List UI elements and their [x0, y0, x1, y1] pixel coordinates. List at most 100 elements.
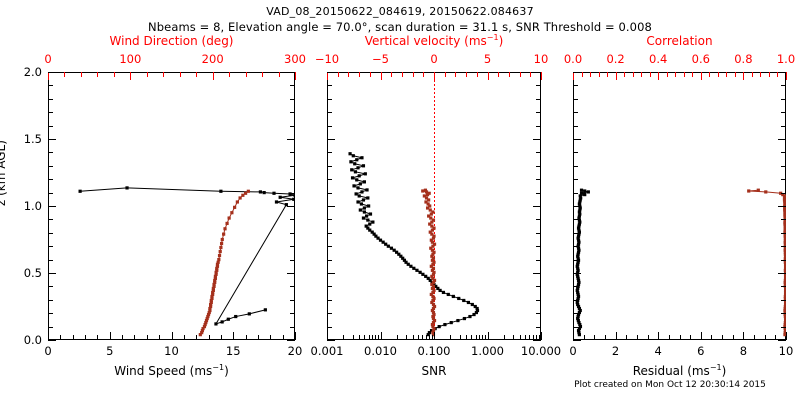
- y-minor-tick: [48, 313, 53, 315]
- y-tick-right: [533, 340, 541, 341]
- y-tick-right: [778, 273, 786, 274]
- y-tick-left: [327, 273, 335, 274]
- x-minor-tick-top: [196, 72, 198, 77]
- x-minor-tick-bottom: [466, 335, 468, 340]
- y-minor-tick: [48, 232, 53, 234]
- y-tick-right: [287, 273, 295, 274]
- y-minor-tick: [573, 232, 578, 234]
- y-axis-label: z (km AGL): [0, 140, 8, 206]
- x-minor-tick-bottom: [97, 335, 99, 340]
- x-tick-bottom: [48, 332, 49, 340]
- y-minor-tick: [290, 85, 295, 87]
- y-minor-tick: [48, 165, 53, 167]
- x-minor-tick-bottom: [352, 335, 354, 340]
- y-minor-tick: [48, 85, 53, 87]
- y-minor-tick: [573, 152, 578, 154]
- y-minor-tick: [290, 219, 295, 221]
- x-tick-label-bottom: 0: [44, 344, 52, 358]
- y-minor-tick: [781, 219, 786, 221]
- x-tick-label-top: 0.4: [649, 52, 668, 66]
- x-tick-label-bottom: 6: [697, 344, 705, 358]
- y-tick-left: [327, 340, 335, 341]
- series-layer: [575, 188, 786, 337]
- y-tick-left: [327, 206, 335, 207]
- plot-area: [573, 72, 786, 340]
- y-minor-tick: [536, 259, 541, 261]
- y-minor-tick: [327, 259, 332, 261]
- y-minor-tick: [573, 85, 578, 87]
- x-minor-tick-top: [508, 72, 510, 77]
- x-minor-tick-top: [337, 72, 339, 77]
- x-minor-tick-top: [675, 72, 677, 77]
- x-tick-label-bottom: 0: [569, 344, 577, 358]
- x-minor-tick-top: [64, 72, 66, 77]
- y-minor-tick: [327, 112, 332, 114]
- y-minor-tick: [573, 192, 578, 194]
- y-minor-tick: [290, 286, 295, 288]
- y-minor-tick: [290, 246, 295, 248]
- x-tick-label-bottom: 0.100: [417, 344, 451, 358]
- x-minor-tick-bottom: [85, 335, 87, 340]
- x-minor-tick-bottom: [270, 335, 272, 340]
- y-tick-right: [533, 72, 541, 73]
- x-tick-label-top: 0.8: [734, 52, 753, 66]
- y-minor-tick: [781, 299, 786, 301]
- x-minor-tick-top: [179, 72, 181, 77]
- x-minor-tick-bottom: [406, 335, 408, 340]
- x-minor-tick-top: [519, 72, 521, 77]
- data-series-wind-speed: [78, 186, 295, 326]
- x-minor-tick-bottom: [711, 335, 713, 340]
- y-tick-label: 2.0: [23, 65, 42, 79]
- y-minor-tick: [48, 179, 53, 181]
- y-tick-left: [48, 273, 56, 274]
- x-tick-bottom: [380, 332, 382, 340]
- x-minor-tick-top: [229, 72, 231, 77]
- y-minor-tick: [48, 152, 53, 154]
- x-minor-tick-bottom: [679, 335, 681, 340]
- y-minor-tick: [290, 165, 295, 167]
- x-tick-top: [380, 72, 382, 80]
- y-tick-left: [573, 340, 581, 341]
- y-tick-right: [287, 72, 295, 73]
- x-tick-label-top: −5: [372, 52, 389, 66]
- x-tick-bottom: [573, 332, 574, 340]
- y-minor-tick: [290, 299, 295, 301]
- y-minor-tick: [781, 259, 786, 261]
- y-minor-tick: [536, 286, 541, 288]
- x-tick-label-top: 0: [44, 52, 52, 66]
- y-minor-tick: [48, 98, 53, 100]
- series-layer: [78, 186, 295, 337]
- x-minor-tick-top: [423, 72, 425, 77]
- x-minor-tick-top: [412, 72, 414, 77]
- x-tick-label-top: 10: [533, 52, 549, 66]
- x-tick-label-bottom: 5: [106, 344, 114, 358]
- x-tick-top: [295, 72, 296, 80]
- x-minor-tick-top: [391, 72, 393, 77]
- x-minor-tick-top: [498, 72, 500, 77]
- y-minor-tick: [327, 179, 332, 181]
- y-minor-tick: [573, 98, 578, 100]
- x-minor-tick-top: [598, 72, 600, 77]
- x-tick-top: [541, 72, 542, 80]
- y-minor-tick: [290, 326, 295, 328]
- y-minor-tick: [781, 232, 786, 234]
- y-minor-tick: [536, 165, 541, 167]
- y-minor-tick: [48, 259, 53, 261]
- x-minor-tick-top: [624, 72, 626, 77]
- x-minor-tick-top: [278, 72, 280, 77]
- x-minor-tick-bottom: [196, 335, 198, 340]
- y-minor-tick: [573, 219, 578, 221]
- x-tick-bottom: [786, 332, 787, 340]
- x-minor-tick-top: [649, 72, 651, 77]
- x-minor-tick-bottom: [245, 335, 247, 340]
- x-minor-tick-top: [726, 72, 728, 77]
- x-minor-tick-top: [80, 72, 82, 77]
- x-tick-label-bottom: 0.001: [310, 344, 344, 358]
- x-tick-top: [615, 72, 617, 80]
- x-tick-top: [212, 72, 214, 80]
- y-minor-tick: [48, 326, 53, 328]
- y-minor-tick: [327, 299, 332, 301]
- x-tick-label-top: 1.0: [776, 52, 796, 66]
- x-tick-label-bottom: 10: [778, 344, 794, 358]
- x-minor-tick-bottom: [479, 335, 481, 340]
